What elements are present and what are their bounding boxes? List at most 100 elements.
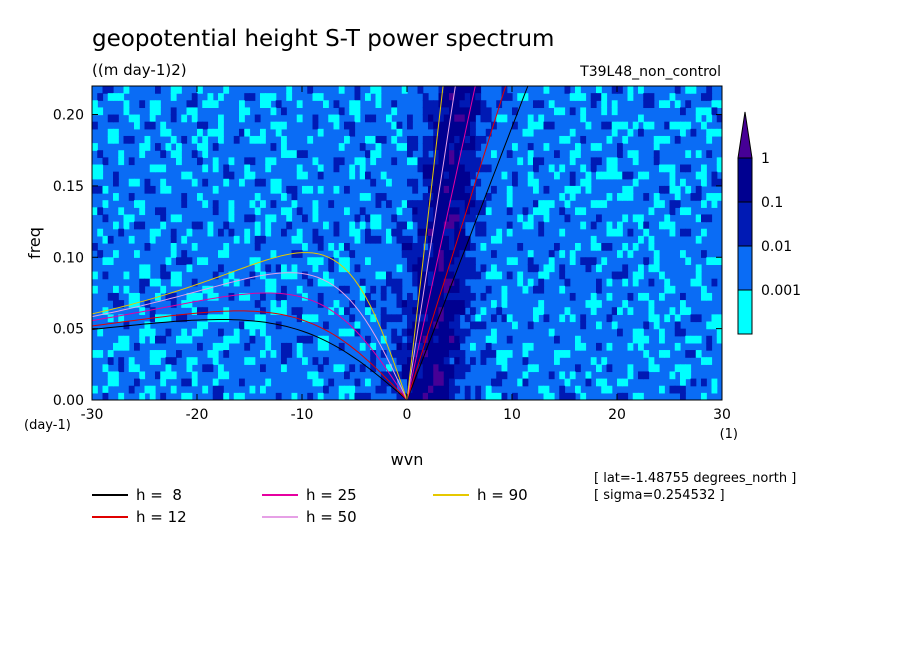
field-cell-low <box>244 107 251 116</box>
field-cell-low <box>349 328 356 337</box>
field-cell-low <box>102 364 109 373</box>
field-cell-mid <box>653 157 660 166</box>
field-cell-high <box>454 278 461 287</box>
field-cell-low <box>239 392 245 400</box>
field-cell-high <box>443 143 450 151</box>
field-cell-mid <box>417 364 424 373</box>
field-cell-low <box>186 292 193 301</box>
field-cell-low <box>538 385 545 394</box>
field-cell-mid <box>307 278 314 287</box>
field-cell-high <box>443 300 450 308</box>
field-cell-mid <box>569 292 576 301</box>
field-cell-low <box>244 321 251 330</box>
field-cell-mid <box>281 292 287 301</box>
field-cell-low <box>506 257 513 266</box>
field-cell-mid <box>197 342 203 351</box>
field-cell-mid <box>354 86 361 94</box>
field-cell-low <box>260 93 266 101</box>
field-cell-low <box>281 264 287 273</box>
field-cell-high <box>443 342 450 351</box>
field-cell-mid <box>396 285 403 294</box>
field-cell-mid <box>412 300 419 308</box>
field-cell-high <box>459 135 466 144</box>
field-cell-low <box>302 292 308 301</box>
field-cell-low <box>391 107 398 116</box>
field-cell-mid <box>323 385 329 394</box>
field-cell-mid <box>281 107 287 116</box>
field-cell-high <box>438 200 445 208</box>
field-cell-mid <box>422 200 429 208</box>
field-cell-low <box>118 207 125 216</box>
field-cell-mid <box>401 221 408 230</box>
field-cell-mid <box>501 371 508 380</box>
field-cell-high <box>449 86 455 94</box>
field-cell-low <box>559 135 566 144</box>
field-cell-low <box>338 143 345 151</box>
x-axis: -30 -20 -10 0 10 20 30 <box>81 86 731 423</box>
field-cell-mid <box>512 121 518 130</box>
field-cell-mid <box>422 135 429 144</box>
field-cell-low <box>123 221 130 230</box>
field-cell-mid <box>417 250 424 258</box>
field-cell-low <box>706 193 713 201</box>
field-cell-low <box>291 264 298 273</box>
field-cell-top <box>443 221 450 230</box>
field-cell-low <box>323 278 329 287</box>
field-cell-low <box>627 150 634 158</box>
field-cell-mid <box>296 150 303 158</box>
field-cell-low <box>643 292 650 301</box>
field-cell-mid <box>349 364 356 373</box>
field-cell-low <box>312 214 319 223</box>
field-cell-low <box>323 335 329 344</box>
field-cell-low <box>596 143 602 151</box>
field-cell-mid <box>97 250 104 258</box>
field-cell-mid <box>533 157 539 166</box>
field-cell-low <box>191 107 198 116</box>
field-cell-mid <box>585 378 592 387</box>
field-cell-mid <box>254 114 261 123</box>
field-cell-mid <box>464 214 471 223</box>
field-cell-low <box>317 278 324 287</box>
field-cell-low <box>606 292 613 301</box>
field-cell-low <box>496 235 503 244</box>
field-cell-low <box>669 371 676 380</box>
field-cell-low <box>632 157 639 166</box>
field-cell-high <box>443 100 450 109</box>
field-cell-low <box>186 171 193 180</box>
field-cell-low <box>92 285 98 294</box>
field-cell-mid <box>491 378 497 387</box>
field-cell-low <box>233 328 240 337</box>
field-cell-low <box>659 335 665 344</box>
field-cell-high <box>422 278 429 287</box>
field-cell-mid <box>559 264 566 273</box>
field-cell-high <box>428 264 434 273</box>
field-cell-low <box>653 257 660 266</box>
field-cell-low <box>92 171 98 180</box>
field-cell-low <box>170 371 177 380</box>
field-cell-high <box>449 178 455 187</box>
field-cell-low <box>627 364 634 373</box>
field-cell-mid <box>480 207 487 216</box>
field-cell-low <box>144 328 151 337</box>
field-cell-low <box>491 264 497 273</box>
field-cell-mid <box>407 178 413 187</box>
field-cell-low <box>228 271 235 280</box>
field-cell-mid <box>118 228 125 237</box>
field-cell-high <box>454 143 461 151</box>
field-cell-low <box>375 214 382 223</box>
field-cell-mid <box>491 314 497 323</box>
field-cell-mid <box>113 292 119 301</box>
field-cell-high <box>438 335 445 344</box>
rossby-wave-curve <box>92 272 408 400</box>
field-cell-mid <box>260 178 266 187</box>
field-cell-low <box>244 357 251 365</box>
field-cell-mid <box>611 271 618 280</box>
field-cell-low <box>212 185 219 194</box>
field-cell-low <box>281 271 287 280</box>
field-cell-low <box>554 350 560 358</box>
field-cell-low <box>139 207 146 216</box>
field-cell-mid <box>375 235 382 244</box>
field-cell-mid <box>543 185 550 194</box>
field-cell-low <box>491 150 497 158</box>
field-cell-mid <box>359 392 366 400</box>
